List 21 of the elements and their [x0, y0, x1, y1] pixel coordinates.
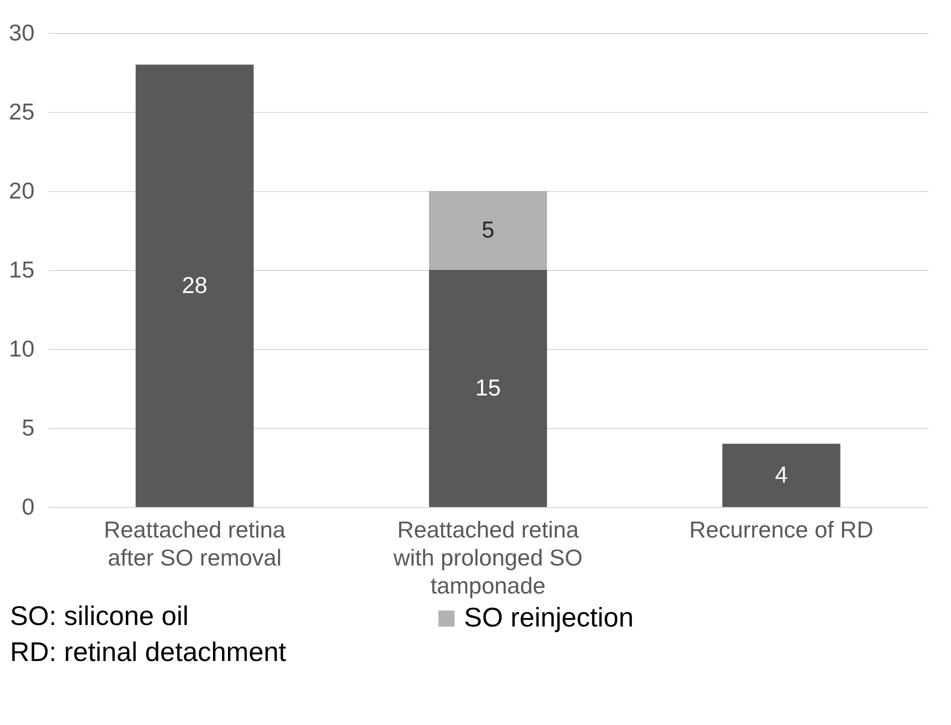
y-tick-label: 0: [22, 494, 34, 520]
bar: [722, 444, 840, 507]
data-label: 28: [182, 272, 208, 298]
y-tick-label: 25: [8, 98, 34, 124]
y-tick-label: 5: [22, 414, 34, 440]
text: RD: retinal detachment: [10, 636, 286, 669]
text: SO: silicone oil: [10, 600, 190, 633]
bar: [136, 64, 254, 507]
data-label: 5: [482, 216, 494, 242]
legend-label: SO reinjection: [464, 602, 634, 632]
x-tick-label: Recurrence of RD: [689, 516, 874, 542]
x-tick-label: Reattached retina with prolonged SO tamponade: [392, 516, 583, 598]
y-tick-label: 20: [8, 178, 34, 204]
y-tick-label: 10: [8, 336, 34, 362]
bar: [429, 270, 547, 507]
data-label: 4: [774, 461, 788, 488]
x-tick-label: Reattached retina after SO removal: [104, 516, 286, 570]
y-tick-label: 15: [8, 256, 34, 282]
bar: [429, 191, 547, 270]
y-tick-label: 30: [8, 20, 34, 46]
data-label: 15: [475, 374, 501, 400]
